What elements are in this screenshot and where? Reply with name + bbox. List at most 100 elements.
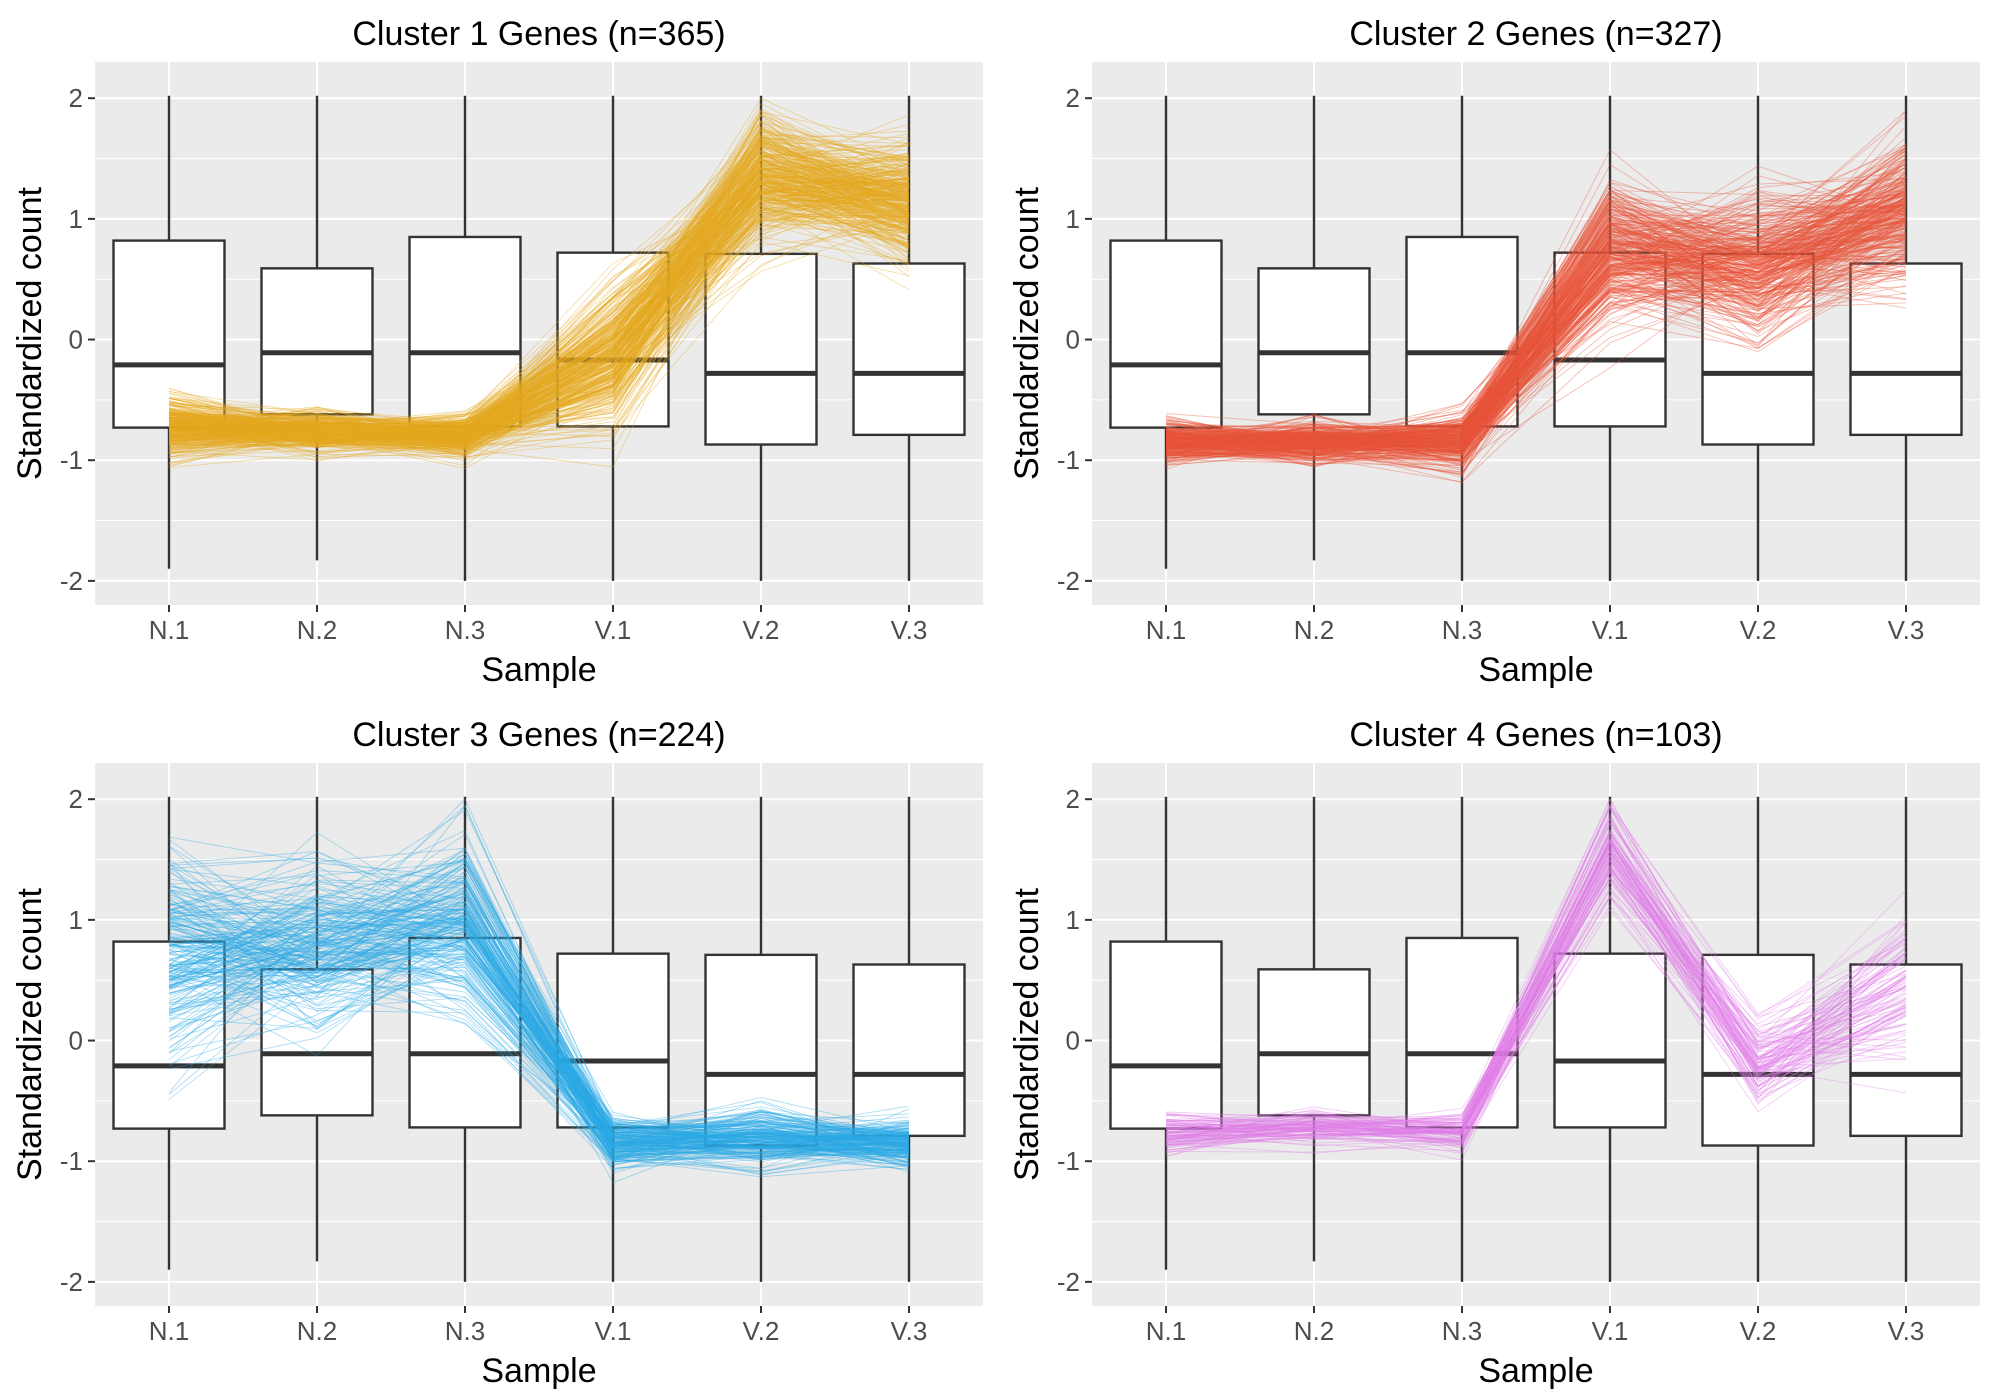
gene-line — [168, 957, 910, 1150]
gene-line — [168, 917, 910, 1159]
gene-line — [1165, 798, 1907, 1137]
x-tick-label: V.2 — [743, 615, 780, 645]
x-tick-label: V.3 — [1888, 615, 1925, 645]
gene-line — [1165, 229, 1907, 450]
gene-line — [1165, 817, 1907, 1127]
gene-line — [168, 174, 910, 453]
gene-line — [1165, 207, 1907, 457]
gene-line — [168, 142, 910, 437]
gene-line — [1165, 209, 1907, 459]
gene-line — [168, 896, 910, 1138]
gene-line — [168, 136, 910, 444]
gene-line — [168, 920, 910, 1135]
gene-line — [168, 193, 910, 450]
gene-line — [168, 918, 910, 1149]
gene-line — [1165, 193, 1907, 462]
x-axis-title: Sample — [1478, 1352, 1593, 1390]
gene-line — [1165, 235, 1907, 440]
gene-line — [168, 879, 910, 1147]
gene-line — [168, 110, 910, 447]
gene-line — [168, 158, 910, 438]
gene-line — [168, 179, 910, 462]
gene-line — [168, 177, 910, 439]
gene-line — [1165, 843, 1907, 1145]
gene-line — [168, 912, 910, 1147]
gene-line — [1165, 195, 1907, 467]
gene-line — [168, 190, 910, 437]
gene-line — [168, 168, 910, 448]
gene-line — [1165, 895, 1907, 1142]
gene-line — [168, 153, 910, 435]
gene-line — [168, 188, 910, 430]
gene-line — [168, 184, 910, 435]
gene-line — [1165, 272, 1907, 462]
plot-background — [95, 62, 983, 605]
gene-line — [1165, 227, 1907, 453]
gene-line — [168, 958, 910, 1160]
gene-line — [168, 155, 910, 423]
y-tick-label: 1 — [69, 905, 83, 935]
gene-line — [1165, 146, 1907, 441]
gene-line — [1165, 228, 1907, 446]
gene-line — [1165, 178, 1907, 452]
gene-line — [1165, 836, 1907, 1150]
gene-line — [168, 901, 910, 1155]
gene-line — [168, 921, 910, 1145]
gene-line — [1165, 182, 1907, 437]
gene-line — [168, 889, 910, 1142]
gene-line — [168, 911, 910, 1150]
gene-line — [1165, 256, 1907, 460]
gene-line — [168, 166, 910, 444]
gene-line — [1165, 849, 1907, 1148]
gene-line — [168, 192, 910, 425]
gene-line — [168, 912, 910, 1159]
gene-line — [168, 197, 910, 446]
gene-line — [168, 845, 910, 1158]
gene-line — [168, 167, 910, 442]
gene-line — [168, 188, 910, 434]
gene-line — [1165, 833, 1907, 1133]
gene-line — [168, 140, 910, 445]
gene-line — [1165, 806, 1907, 1141]
gene-line — [168, 128, 910, 431]
gene-line — [1165, 237, 1907, 460]
gene-line — [1165, 192, 1907, 447]
gene-line — [168, 183, 910, 433]
gene-line — [168, 182, 910, 451]
gene-line — [1165, 204, 1907, 452]
gene-line — [168, 189, 910, 450]
gene-line — [168, 137, 910, 440]
gene-line — [168, 177, 910, 440]
gene-line — [168, 193, 910, 441]
gene-line — [168, 175, 910, 441]
gene-line — [168, 158, 910, 449]
gene-line — [1165, 177, 1907, 437]
gene-line — [1165, 838, 1907, 1151]
gene-line — [168, 908, 910, 1145]
gene-line — [168, 168, 910, 433]
gene-line — [1165, 208, 1907, 475]
gene-line — [1165, 236, 1907, 460]
gene-line — [1165, 865, 1907, 1136]
gene-line — [168, 130, 910, 425]
gene-line — [1165, 236, 1907, 463]
gene-line — [168, 889, 910, 1150]
gene-line — [1165, 253, 1907, 448]
x-tick-label: V.1 — [595, 615, 632, 645]
gene-line — [168, 154, 910, 446]
gene-line — [168, 126, 910, 443]
panel-title: Cluster 4 Genes (n=103) — [1349, 716, 1722, 754]
gene-line — [168, 189, 910, 454]
gene-line — [168, 202, 910, 434]
gene-line — [168, 162, 910, 443]
gene-line — [1165, 193, 1907, 455]
gene-line — [1165, 877, 1907, 1134]
gene-line — [168, 182, 910, 465]
gene-line — [1165, 246, 1907, 452]
y-axis-title: Standardized count — [1008, 186, 1046, 480]
gene-line — [168, 905, 910, 1159]
gene-line — [168, 143, 910, 447]
gene-line — [168, 865, 910, 1148]
gene-line — [168, 135, 910, 435]
gene-line — [168, 174, 910, 446]
